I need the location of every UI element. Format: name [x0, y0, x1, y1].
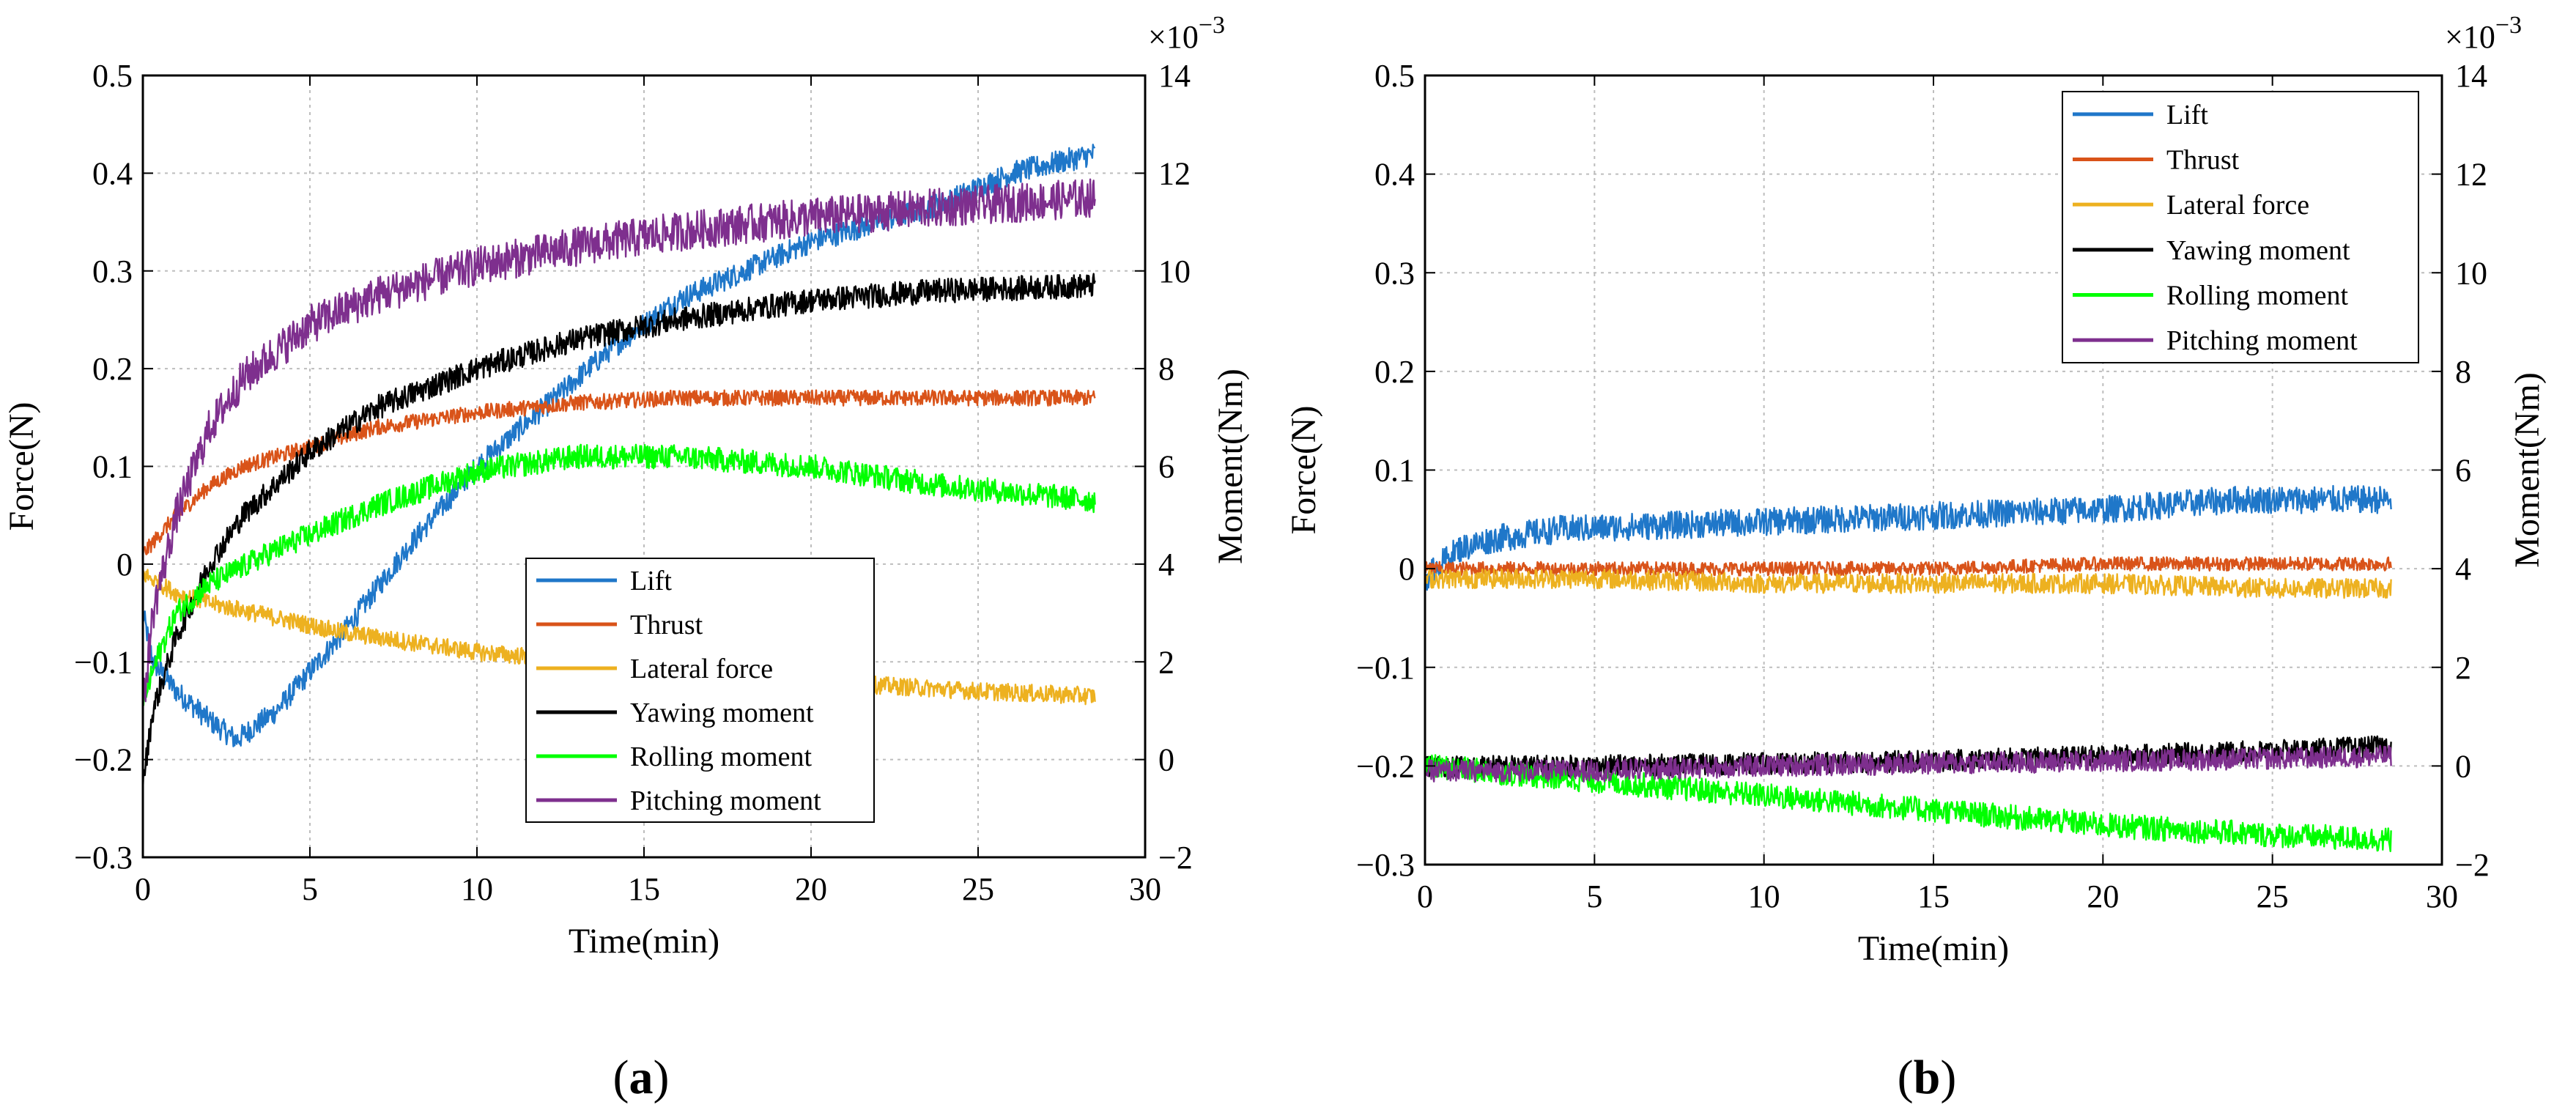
- panel-label-open: (: [613, 1051, 629, 1104]
- y-right-tick-label: 8: [2455, 354, 2471, 390]
- y-left-tick-label: 0.3: [1374, 255, 1415, 291]
- y-left-tick-label: 0.1: [92, 449, 133, 485]
- x-tick-label: 10: [461, 871, 493, 907]
- legend-entry: Thrust: [630, 610, 703, 640]
- y-right-tick-label: 0: [1158, 742, 1174, 778]
- series-line-pitching-moment: [1424, 744, 2392, 783]
- y-left-tick-label: 0.2: [92, 351, 133, 387]
- x-tick-label: 25: [2257, 879, 2289, 914]
- y-right-axis-label: Moment(Nm): [1211, 369, 1250, 564]
- right-axis-exponent-base: ×10: [1148, 19, 1199, 55]
- y-left-tick-label: 0: [1399, 551, 1415, 587]
- x-tick-label: 15: [628, 871, 660, 907]
- y-left-tick-label: 0.4: [1374, 157, 1415, 193]
- y-right-tick-label: 12: [1158, 155, 1191, 191]
- y-right-tick-label: 4: [2455, 551, 2471, 587]
- legend-entry: Pitching moment: [630, 785, 821, 816]
- right-axis-exponent-power: −3: [2495, 12, 2522, 39]
- y-right-tick-label: 6: [2455, 453, 2471, 489]
- y-right-tick-label: −2: [1158, 840, 1193, 876]
- y-right-tick-label: 4: [1158, 547, 1174, 583]
- y-right-tick-label: 6: [1158, 449, 1174, 485]
- series-line-lateral-force: [1424, 568, 2392, 599]
- y-left-tick-label: −0.3: [1356, 847, 1415, 883]
- legend-entry: Thrust: [2166, 145, 2240, 176]
- series-line-rolling-moment: [141, 443, 1096, 706]
- legend-entry: Rolling moment: [630, 742, 813, 772]
- panel-label-open: (: [1898, 1051, 1914, 1104]
- right-axis-exponent: ×10−3: [1148, 12, 1225, 55]
- legend-entry: Lift: [2166, 100, 2208, 130]
- y-right-tick-label: 10: [1158, 254, 1191, 289]
- right-axis-exponent: ×10−3: [2445, 12, 2522, 55]
- y-left-tick-label: −0.2: [74, 742, 133, 778]
- y-left-tick-label: 0.4: [92, 155, 133, 191]
- x-tick-label: 0: [135, 871, 151, 907]
- legend-entry: Pitching moment: [2166, 325, 2358, 356]
- x-tick-label: 10: [1748, 879, 1780, 914]
- y-left-tick-label: 0.3: [92, 254, 133, 289]
- y-right-axis-label: Moment(Nm): [2508, 372, 2547, 568]
- legend-entry: Lateral force: [630, 654, 773, 684]
- legend-entry: Rolling moment: [2166, 281, 2349, 311]
- chart-panel-b: 0 5 10 15 20 25 30−0.3−0.2−0.100.10.20.30.40.5…: [1284, 12, 2547, 1104]
- y-left-tick-label: 0: [116, 547, 133, 583]
- legend-box: [525, 558, 875, 823]
- legend-entry: Lateral force: [2166, 190, 2309, 221]
- x-tick-label: 20: [795, 871, 827, 907]
- y-left-tick-label: 0.5: [92, 58, 133, 94]
- y-left-tick-label: 0.2: [1374, 354, 1415, 390]
- y-left-tick-label: −0.3: [74, 840, 133, 876]
- y-right-tick-label: 14: [1158, 58, 1191, 94]
- y-right-tick-label: 2: [1158, 644, 1174, 680]
- series-line-pitching-moment: [141, 178, 1096, 719]
- x-axis-label: Time(min): [569, 922, 719, 961]
- panel-label: (a): [613, 1051, 670, 1104]
- y-right-tick-label: 10: [2455, 255, 2487, 291]
- y-right-tick-label: 14: [2455, 58, 2487, 94]
- legend-entry: Yawing moment: [630, 698, 814, 728]
- x-tick-label: 5: [302, 871, 318, 907]
- series-line-lift: [1424, 484, 2392, 591]
- x-tick-label: 5: [1586, 879, 1602, 914]
- y-right-tick-label: 0: [2455, 748, 2471, 784]
- x-tick-label: 30: [1129, 871, 1161, 907]
- x-tick-label: 15: [1917, 879, 1950, 914]
- x-tick-label: 0: [1417, 879, 1433, 914]
- panel-label-close: ): [654, 1051, 670, 1104]
- legend-box: [2062, 91, 2419, 363]
- legend: Lift Thrust Lateral force Yawing moment Roll…: [525, 558, 875, 823]
- y-left-tick-label: 0.5: [1374, 58, 1415, 94]
- legend: Lift Thrust Lateral force Yawing moment Roll…: [2062, 91, 2419, 363]
- panel-label-letter: b: [1914, 1051, 1941, 1104]
- legend-entry: Lift: [630, 566, 672, 596]
- x-tick-label: 20: [2087, 879, 2119, 914]
- y-right-tick-label: 2: [2455, 650, 2471, 686]
- y-right-tick-label: 12: [2455, 157, 2487, 193]
- series-line-yawing-moment: [141, 273, 1096, 794]
- x-tick-label: 30: [2426, 879, 2458, 914]
- x-axis-label: Time(min): [1858, 929, 2009, 968]
- y-left-tick-label: −0.1: [1356, 650, 1415, 686]
- right-axis-exponent-base: ×10: [2445, 19, 2495, 55]
- y-right-tick-label: 8: [1158, 351, 1174, 387]
- y-left-tick-label: 0.1: [1374, 453, 1415, 489]
- y-right-tick-label: −2: [2455, 847, 2490, 883]
- panel-label-close: ): [1940, 1051, 1956, 1104]
- y-left-tick-label: −0.2: [1356, 748, 1415, 784]
- legend-entry: Yawing moment: [2166, 235, 2350, 266]
- y-left-tick-label: −0.1: [74, 644, 133, 680]
- x-tick-label: 25: [962, 871, 994, 907]
- chart-panel-a: 0 5 10 15 20 25 30−0.3−0.2−0.100.10.20.30.40.5…: [2, 12, 1250, 1104]
- right-axis-exponent-power: −3: [1199, 12, 1225, 39]
- panel-label-letter: a: [629, 1051, 654, 1104]
- series-line-lift: [141, 144, 1096, 747]
- panel-label: (b): [1898, 1051, 1957, 1104]
- y-left-axis-label: Force(N): [2, 402, 41, 531]
- series-line-thrust: [1424, 556, 2392, 577]
- y-left-axis-label: Force(N): [1284, 406, 1323, 535]
